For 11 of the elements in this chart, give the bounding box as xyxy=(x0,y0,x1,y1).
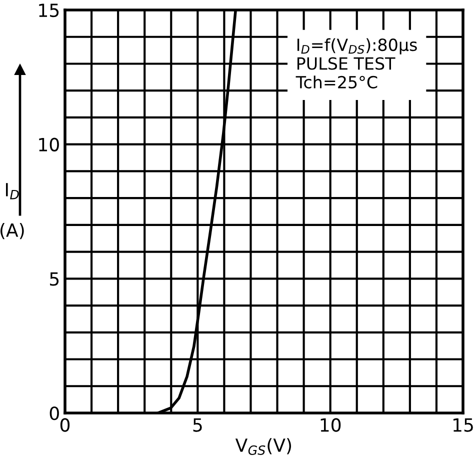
text: I$_{D}$ (A) xyxy=(0,183,24,240)
x-tick-label: 10 xyxy=(320,418,341,432)
y-tick-label: 10 xyxy=(39,138,59,152)
y-tick-label: 0 xyxy=(50,406,59,420)
x-tick-label: 15 xyxy=(453,418,473,432)
annotation: I$_{D}$=f(V$_{DS}$):80μs PULSE TEST Tch=25°C xyxy=(296,38,417,88)
x-tick-label: 5 xyxy=(193,418,202,432)
x-tick-label: 0 xyxy=(60,418,70,432)
y-tick-label: 15 xyxy=(39,4,59,18)
y-tick-label: 5 xyxy=(50,272,59,286)
x-axis-title: V$_{GS}$(V) xyxy=(235,438,292,455)
